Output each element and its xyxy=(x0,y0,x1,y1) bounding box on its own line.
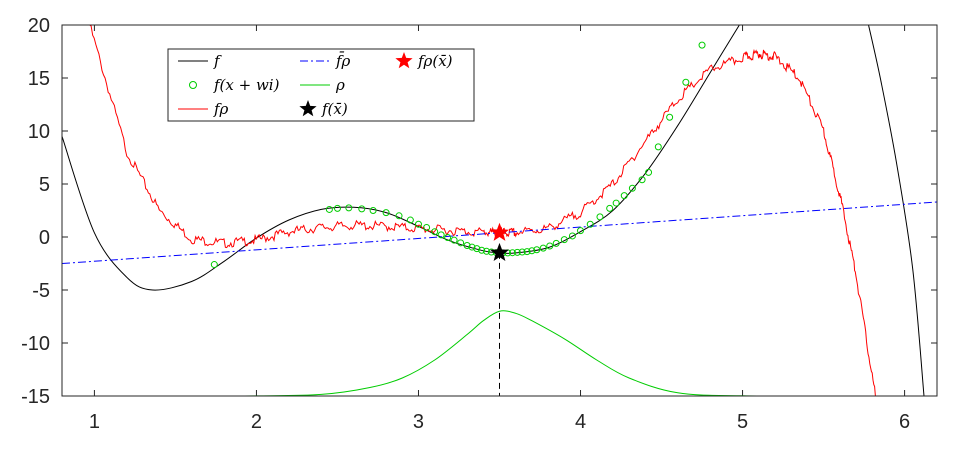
legend-label: f xyxy=(213,52,222,70)
series-layer xyxy=(62,14,937,396)
marker-f-x-plus-w xyxy=(508,249,516,257)
y-tick-label: 15 xyxy=(28,68,50,90)
marker-f-x-plus-w xyxy=(325,205,333,213)
marker-f-x-plus-w xyxy=(612,199,620,207)
y-tick-label: -15 xyxy=(21,386,50,408)
legend: f f̄ρ fρ(x̄) f(x + wi) ρ fρ f(x̄) xyxy=(167,48,475,122)
marker-f-x-plus-w xyxy=(568,232,576,240)
axis-ticks: 1 2 3 4 5 6 20 15 10 5 0 -5 -10 -15 xyxy=(21,15,937,433)
marker-f-x-plus-w xyxy=(382,209,390,217)
marker-f-x-plus-w xyxy=(431,228,439,236)
marker-f-x-plus-w xyxy=(345,204,353,212)
marker-f-x-plus-w xyxy=(358,205,366,213)
marker-f-x-plus-w xyxy=(333,204,341,212)
series-rho-line xyxy=(62,310,937,396)
x-tick-label: 4 xyxy=(575,411,586,433)
series-f-line xyxy=(868,25,925,396)
legend-label: f(x + wi) xyxy=(213,76,280,94)
marker-f-x-plus-w xyxy=(437,231,445,239)
marker-f-x-plus-w xyxy=(414,220,422,228)
marker-f-x-plus-w xyxy=(539,244,547,252)
marker-f-x-plus-w xyxy=(606,204,614,212)
legend-label: fρ xyxy=(213,100,229,118)
marker-f-x-plus-w xyxy=(654,143,662,151)
marker-f-x-plus-w xyxy=(682,78,690,86)
marker-f-x-plus-w xyxy=(210,261,218,269)
points-layer xyxy=(61,24,938,397)
marker-f-x-plus-w xyxy=(423,223,431,231)
legend-label: f(x̄) xyxy=(321,100,348,118)
marker-f-x-plus-w xyxy=(513,248,521,256)
marker-f-x-plus-w xyxy=(577,227,585,235)
series-f-rho-line xyxy=(89,25,876,396)
x-tick-label: 3 xyxy=(413,411,424,433)
marker-f-x-plus-w xyxy=(552,239,560,247)
marker-f-x-plus-w xyxy=(457,239,465,247)
y-tick-label: 5 xyxy=(39,174,50,196)
y-tick-label: 10 xyxy=(28,121,50,143)
y-tick-label: -10 xyxy=(21,333,50,355)
marker-f-x-plus-w xyxy=(468,243,476,251)
marker-f-x-plus-w xyxy=(698,41,706,49)
marker-f-x-plus-w xyxy=(483,247,491,255)
marker-f-x-plus-w xyxy=(533,246,541,254)
legend-label: fρ(x̄) xyxy=(417,52,453,70)
marker-f-x-plus-w xyxy=(586,220,594,228)
legend-label: f̄ρ xyxy=(335,52,351,70)
x-tick-label: 6 xyxy=(899,411,910,433)
marker-f-x-plus-w xyxy=(628,184,636,192)
marker-f-x-plus-w xyxy=(369,207,377,214)
legend-swatch-circle xyxy=(189,81,197,89)
marker-f-x-plus-w xyxy=(444,234,452,242)
marker-f-x-plus-w xyxy=(406,216,414,224)
legend-swatch-star xyxy=(395,52,413,69)
point-f-x-bar-star xyxy=(490,242,509,261)
y-tick-label: 20 xyxy=(28,15,50,37)
marker-f-x-plus-w xyxy=(473,245,481,253)
marker-f-x-plus-w xyxy=(463,241,471,249)
x-tick-label: 1 xyxy=(89,411,100,433)
marker-f-x-plus-w xyxy=(518,248,526,256)
marker-f-x-plus-w xyxy=(528,247,536,255)
marker-f-x-plus-w xyxy=(638,176,646,184)
legend-swatch-star xyxy=(299,100,317,117)
marker-f-x-plus-w xyxy=(666,113,674,121)
plot-frame xyxy=(61,24,938,397)
marker-f-x-plus-w xyxy=(717,14,723,20)
point-f-rho-x-bar-star xyxy=(490,222,509,241)
marker-f-x-plus-w xyxy=(645,168,653,176)
x-tick-label: 5 xyxy=(737,411,748,433)
y-tick-label: 0 xyxy=(39,227,50,249)
marker-f-x-plus-w xyxy=(546,242,554,250)
y-tick-label: -5 xyxy=(32,280,50,302)
x-tick-label: 2 xyxy=(251,411,262,433)
marker-f-x-plus-w xyxy=(560,236,568,244)
marker-f-x-plus-w xyxy=(450,236,458,244)
legend-label: ρ xyxy=(335,76,345,94)
marker-f-x-plus-w xyxy=(395,212,403,220)
marker-f-x-plus-w xyxy=(596,213,604,221)
marker-f-x-plus-w xyxy=(620,192,628,200)
marker-f-x-plus-w xyxy=(523,248,531,256)
marker-f-x-plus-w xyxy=(478,246,486,254)
